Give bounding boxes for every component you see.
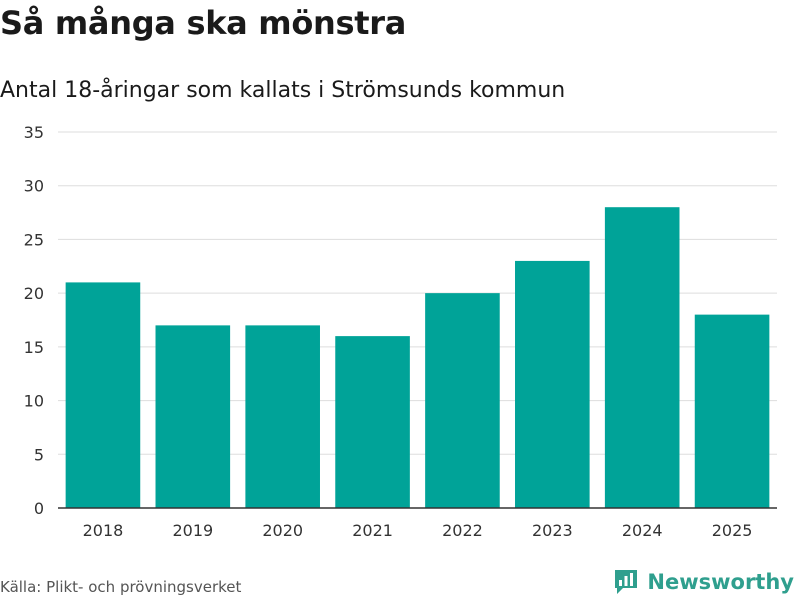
x-tick-label: 2025 bbox=[712, 521, 753, 540]
bar-2023 bbox=[515, 260, 590, 508]
newsworthy-logo-icon bbox=[615, 570, 638, 594]
x-tick-label: 2020 bbox=[262, 521, 303, 540]
bar-2020 bbox=[245, 325, 320, 508]
y-tick-label: 20 bbox=[24, 284, 44, 303]
y-tick-label: 30 bbox=[24, 177, 44, 196]
y-tick-label: 10 bbox=[24, 392, 44, 411]
bar-2019 bbox=[155, 325, 231, 508]
x-tick-label: 2022 bbox=[442, 521, 483, 540]
y-tick-label: 5 bbox=[34, 445, 44, 464]
bar-2021 bbox=[335, 336, 410, 508]
chart-title: Så många ska mönstra bbox=[0, 4, 407, 42]
x-tick-label: 2021 bbox=[352, 521, 393, 540]
y-tick-label: 35 bbox=[24, 123, 44, 142]
bars bbox=[65, 207, 770, 508]
y-tick-label: 15 bbox=[24, 338, 44, 357]
bar-2022 bbox=[425, 293, 500, 508]
x-tick-label: 2018 bbox=[83, 521, 124, 540]
brand-name: Newsworthy bbox=[647, 570, 794, 594]
x-axis-ticks: 2018 2019 2020 2021 2022 2023 2024 2025 bbox=[83, 521, 753, 540]
y-tick-label: 25 bbox=[24, 230, 44, 249]
chart-subtitle: Antal 18-åringar som kallats i Strömsund… bbox=[0, 78, 566, 103]
y-tick-label: 0 bbox=[34, 499, 44, 518]
x-tick-label: 2024 bbox=[622, 521, 663, 540]
source-note: Källa: Plikt- och prövningsverket bbox=[0, 578, 242, 596]
bar-2018 bbox=[65, 282, 141, 508]
bar-2024 bbox=[604, 207, 680, 508]
x-tick-label: 2023 bbox=[532, 521, 573, 540]
y-axis-ticks: 0 5 10 15 20 25 30 35 bbox=[24, 123, 44, 518]
brand-logo: Newsworthy bbox=[613, 568, 794, 596]
x-tick-label: 2019 bbox=[172, 521, 213, 540]
bar-2025 bbox=[694, 314, 770, 508]
